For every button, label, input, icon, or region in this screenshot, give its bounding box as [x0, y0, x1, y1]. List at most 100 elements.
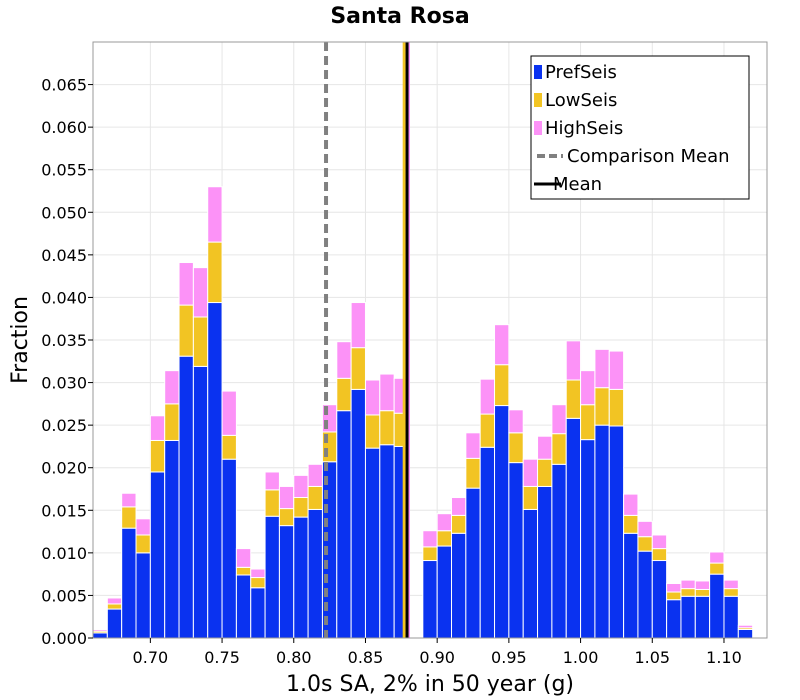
x-axis-label: 1.0s SA, 2% in 50 year (g) — [286, 672, 574, 697]
bar-lowseis — [494, 364, 510, 407]
bar-lowseis — [565, 379, 582, 419]
bar-prefseis — [293, 516, 309, 639]
y-tick-label: 0.020 — [41, 459, 87, 478]
bar-highseis — [422, 530, 438, 548]
x-tick-label: 1.10 — [706, 648, 742, 667]
bar-prefseis — [121, 527, 137, 639]
bar-highseis — [192, 267, 209, 318]
bar-highseis — [250, 568, 266, 579]
bar-prefseis — [106, 608, 123, 639]
chart-title: Santa Rosa — [330, 4, 469, 29]
bar-lowseis — [364, 414, 381, 449]
y-tick-label: 0.050 — [41, 203, 87, 222]
y-tick-label: 0.055 — [41, 161, 87, 180]
bar-highseis — [164, 370, 180, 405]
legend-label: HighSeis — [545, 118, 623, 139]
bar-lowseis — [522, 485, 539, 510]
bar-highseis — [336, 341, 352, 379]
bar-lowseis — [637, 536, 653, 552]
legend-box — [530, 55, 750, 200]
bar-lowseis — [422, 546, 438, 562]
bar-lowseis — [623, 514, 639, 534]
bar-prefseis — [379, 444, 395, 639]
bar-highseis — [651, 534, 668, 550]
bar-highseis — [278, 485, 295, 510]
bar-highseis — [221, 390, 237, 436]
y-tick-label: 0.045 — [41, 246, 87, 265]
bar-prefseis — [651, 560, 668, 639]
bar-highseis — [479, 378, 496, 415]
y-tick-label: 0.005 — [41, 586, 87, 605]
bar-lowseis — [608, 388, 625, 427]
bar-lowseis — [307, 485, 323, 510]
bar-prefseis — [680, 595, 696, 639]
bar-lowseis — [651, 548, 668, 562]
reference-lines — [324, 42, 410, 638]
bar-prefseis — [278, 525, 295, 639]
bar-prefseis — [494, 405, 510, 639]
x-tick-label: 0.75 — [204, 648, 240, 667]
bar-lowseis — [709, 562, 725, 575]
bar-highseis — [508, 409, 524, 434]
bar-prefseis — [422, 560, 438, 639]
bar-lowseis — [121, 506, 137, 529]
bar-highseis — [694, 580, 711, 590]
bar-highseis — [608, 350, 625, 390]
bar-prefseis — [666, 599, 682, 639]
y-tick-label: 0.015 — [41, 501, 87, 520]
bar-highseis — [307, 463, 323, 487]
bar-lowseis — [207, 241, 223, 304]
bar-prefseis — [637, 550, 653, 639]
bar-highseis — [178, 262, 194, 306]
bar-lowseis — [235, 566, 252, 576]
bar-highseis — [235, 548, 252, 568]
bar-prefseis — [580, 439, 596, 639]
y-axis-ticks: 0.000 0.005 0.010 0.015 0.020 0.025 0.030 0.035… — [41, 76, 93, 648]
legend-swatch-highseis — [534, 121, 542, 135]
bar-highseis — [565, 340, 582, 381]
legend-label: PrefSeis — [545, 62, 617, 83]
bar-lowseis — [537, 458, 553, 487]
bar-lowseis — [436, 530, 453, 547]
x-tick-label: 0.80 — [276, 648, 312, 667]
bar-lowseis — [278, 508, 295, 527]
x-tick-label: 0.70 — [133, 648, 169, 667]
bar-lowseis — [178, 304, 194, 357]
bar-lowseis — [680, 588, 696, 597]
legend-swatch-lowseis — [534, 93, 542, 107]
bar-prefseis — [264, 515, 280, 639]
x-axis-ticks: 0.70 0.75 0.80 0.85 0.90 0.95 1.00 1.05 1.10 — [133, 638, 742, 667]
bar-prefseis — [350, 388, 366, 639]
bar-prefseis — [178, 355, 194, 639]
y-tick-label: 0.060 — [41, 118, 87, 137]
bar-highseis — [709, 551, 725, 564]
legend-label: Comparison Mean — [567, 146, 730, 167]
y-axis-label: Fraction — [8, 296, 33, 384]
bar-prefseis — [192, 365, 209, 639]
bar-prefseis — [479, 446, 496, 639]
bar-highseis — [623, 493, 639, 516]
y-tick-label: 0.010 — [41, 544, 87, 563]
bar-highseis — [465, 432, 481, 459]
bar-highseis — [207, 186, 223, 243]
bar-lowseis — [106, 603, 123, 610]
bar-prefseis — [709, 573, 725, 639]
bar-lowseis — [149, 439, 166, 473]
x-tick-label: 1.05 — [634, 648, 670, 667]
bar-prefseis — [551, 463, 567, 639]
bar-highseis — [121, 492, 137, 508]
bar-highseis — [379, 373, 395, 412]
bar-prefseis — [149, 471, 166, 639]
bar-prefseis — [92, 632, 108, 639]
bar-prefseis — [723, 595, 739, 639]
bar-lowseis — [250, 577, 266, 589]
bar-prefseis — [522, 508, 539, 639]
bar-highseis — [350, 302, 366, 349]
bar-lowseis — [723, 588, 739, 597]
bar-prefseis — [737, 628, 754, 639]
bar-lowseis — [465, 457, 481, 489]
bar-highseis — [436, 513, 453, 532]
bar-prefseis — [594, 424, 610, 639]
bar-lowseis — [694, 588, 711, 597]
bar-prefseis — [451, 532, 467, 639]
